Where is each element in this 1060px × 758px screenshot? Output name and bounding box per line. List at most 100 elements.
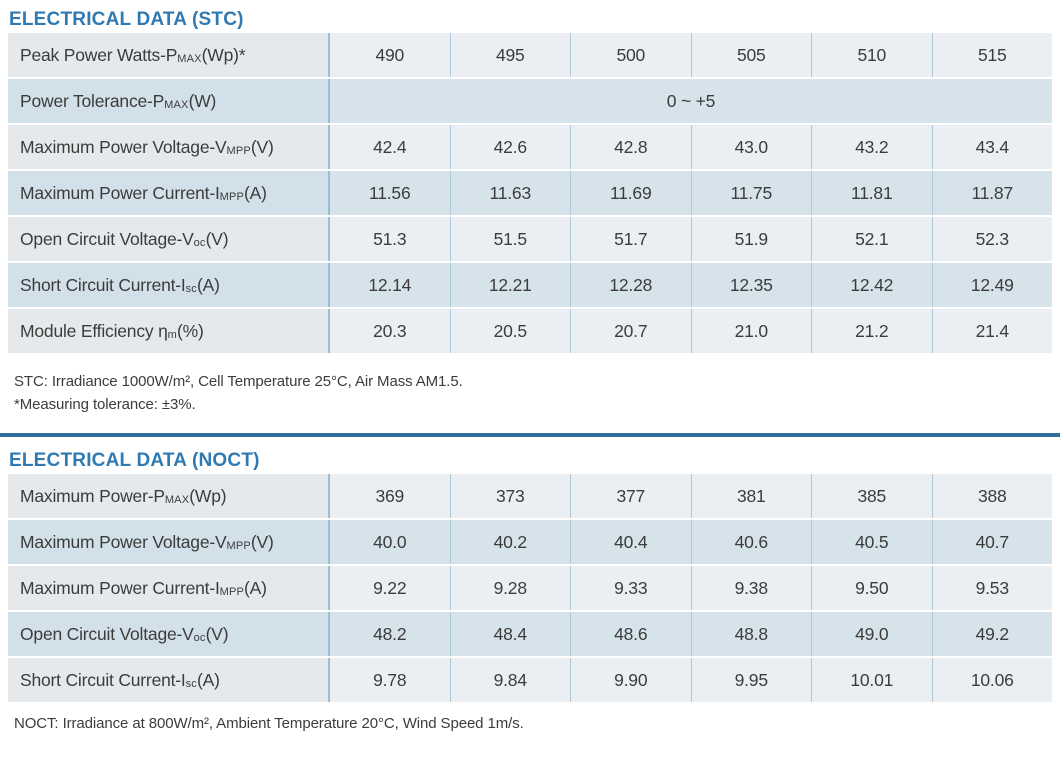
label-text: (V) [205,623,229,644]
row-label: Module Efficiency η m (%) [8,309,330,353]
value-cell: 9.95 [691,658,812,702]
value-cell: 42.6 [450,125,571,169]
noct-electrical-data-table: Maximum Power-P MAX (Wp) 369 373 377 381 385 38… [8,474,1052,702]
value-cell: 51.7 [571,217,692,261]
table-row: Peak Power Watts-P MAX (Wp)* 490 495 500 505 5… [8,33,1052,77]
value-cell: 12.21 [450,263,571,307]
value-cell: 20.5 [450,309,571,353]
value-cell: 12.28 [571,263,692,307]
label-text: (A) [197,669,220,690]
value-cell: 43.2 [812,125,933,169]
value-cell: 11.63 [450,171,571,215]
table-row: Short Circuit Current-I sc (A) 9.78 9.84 9.9… [8,658,1052,702]
value-cell: 40.0 [330,520,451,564]
table-row: Maximum Power Current-I MPP (A) 11.56 11.63… [8,171,1052,215]
label-text: (%) [177,320,204,341]
value-cell: 21.4 [932,309,1052,353]
value-cell: 11.75 [691,171,812,215]
value-cell: 9.78 [330,658,451,702]
value-cell: 11.69 [571,171,692,215]
value-cell: 9.38 [691,566,812,610]
label-text: Open Circuit Voltage-V [20,228,194,249]
label-text: Module Efficiency η [20,320,168,341]
label-subscript: MAX [164,494,190,506]
value-cell: 51.3 [330,217,451,261]
label-subscript: MPP [219,586,245,598]
value-cell: 11.81 [812,171,933,215]
row-label: Maximum Power Current-I MPP (A) [8,171,330,215]
value-cell: 20.3 [330,309,451,353]
value-cell: 9.33 [571,566,692,610]
value-cell: 505 [691,33,812,77]
stc-section-title: ELECTRICAL DATA (STC) [9,9,244,30]
value-cell: 369 [330,474,451,518]
label-text: Peak Power Watts-P [20,44,178,65]
label-subscript: m [167,329,177,341]
noct-conditions-footnote: NOCT: Irradiance at 800W/m², Ambient Tem… [14,715,524,732]
row-label: Power Tolerance-P MAX (W) [8,79,330,123]
value-cell: 515 [932,33,1052,77]
label-text: (V) [250,136,274,157]
value-cell: 49.0 [812,612,933,656]
label-text: (V) [205,228,229,249]
value-cell: 9.50 [812,566,933,610]
label-subscript: MAX [177,53,202,65]
row-label: Maximum Power Current-I MPP (A) [8,566,330,610]
value-cell: 52.1 [812,217,933,261]
table-row: Maximum Power Current-I MPP (A) 9.22 9.28 9.… [8,566,1052,610]
value-cell: 510 [812,33,933,77]
label-text: (A) [244,182,267,203]
stc-tolerance-footnote: *Measuring tolerance: ±3%. [14,396,196,413]
value-cell: 49.2 [932,612,1052,656]
value-cell: 10.06 [932,658,1052,702]
label-subscript: MPP [226,145,251,157]
section-divider [0,433,1060,437]
value-cell: 381 [691,474,812,518]
label-text: Maximum Power Voltage-V [20,531,227,552]
label-text: (W) [188,90,217,111]
table-row: Short Circuit Current-I sc (A) 12.14 12.21 1… [8,263,1052,307]
value-cell: 48.6 [571,612,692,656]
value-cell: 42.8 [571,125,692,169]
row-label: Maximum Power Voltage-V MPP (V) [8,125,330,169]
value-cell: 20.7 [571,309,692,353]
label-subscript: MPP [226,540,251,552]
label-text: (V) [250,531,274,552]
table-row: Open Circuit Voltage-V oc (V) 51.3 51.5 51.7… [8,217,1052,261]
value-cell: 500 [571,33,692,77]
label-text: Open Circuit Voltage-V [20,623,194,644]
value-cell: 40.4 [571,520,692,564]
label-text: (A) [197,274,220,295]
label-text: Maximum Power-P [20,485,165,506]
value-cell: 373 [450,474,571,518]
value-cell: 40.6 [691,520,812,564]
label-text: Maximum Power Voltage-V [20,136,227,157]
value-cell: 48.4 [450,612,571,656]
value-cell: 12.14 [330,263,451,307]
noct-section-title: ELECTRICAL DATA (NOCT) [9,450,260,471]
row-span-value: 0 ~ +5 [330,79,1052,123]
value-cell: 51.5 [450,217,571,261]
label-subscript: MPP [219,191,245,203]
stc-conditions-footnote: STC: Irradiance 1000W/m², Cell Temperatu… [14,373,463,390]
value-cell: 377 [571,474,692,518]
table-row: Maximum Power Voltage-V MPP (V) 40.0 40.2 40… [8,520,1052,564]
table-row: Power Tolerance-P MAX (W) 0 ~ +5 [8,79,1052,123]
value-cell: 43.4 [932,125,1052,169]
label-text: Maximum Power Current-I [20,577,220,598]
value-cell: 40.2 [450,520,571,564]
value-cell: 51.9 [691,217,812,261]
value-cell: 48.8 [691,612,812,656]
table-row: Maximum Power Voltage-V MPP (V) 42.4 42.6 42… [8,125,1052,169]
stc-electrical-data-table: Peak Power Watts-P MAX (Wp)* 490 495 500 505 5… [8,33,1052,353]
label-text: Short Circuit Current-I [20,274,186,295]
label-text: Maximum Power Current-I [20,182,220,203]
stc-footnotes: STC: Irradiance 1000W/m², Cell Temperatu… [8,370,1052,416]
label-subscript: sc [185,283,197,295]
value-cell: 9.53 [932,566,1052,610]
row-label: Short Circuit Current-I sc (A) [8,263,330,307]
table-row: Open Circuit Voltage-V oc (V) 48.2 48.4 48.6… [8,612,1052,656]
value-cell: 52.3 [932,217,1052,261]
value-cell: 490 [330,33,451,77]
